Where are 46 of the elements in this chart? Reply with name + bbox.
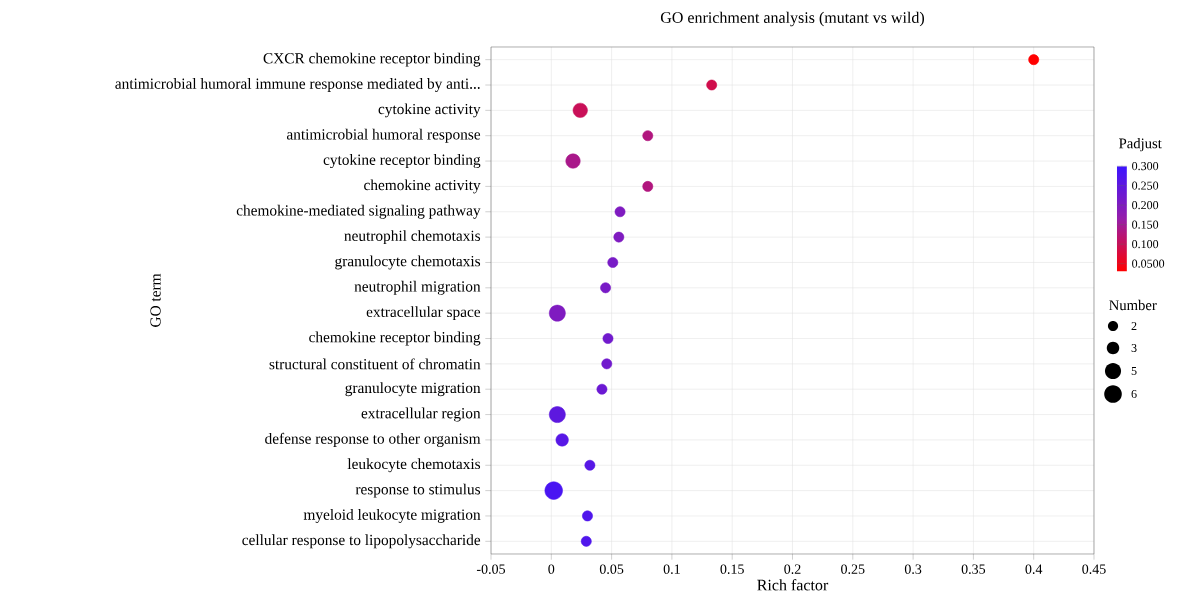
x-axis-title: Rich factor (757, 579, 829, 591)
y-tick-label: neutrophil chemotaxis (344, 230, 481, 245)
x-tick-label: 0.4 (1025, 564, 1043, 574)
color-bar-title: Padjust (1119, 138, 1162, 152)
color-bar-label: 0.100 (1132, 240, 1159, 249)
legend-label: 2 (1131, 322, 1137, 330)
legend-label: 5 (1131, 366, 1137, 375)
x-tick-label: 0.3 (904, 564, 922, 574)
y-tick-label: antimicrobial humoral immune response mediated by anti... (115, 78, 480, 92)
x-tick-label: 0.25 (841, 564, 865, 574)
y-tick-label: granulocyte chemotaxis (335, 255, 481, 270)
y-tick-label: granulocyte migration (345, 382, 481, 397)
x-tick-label: 0.35 (961, 564, 986, 574)
color-bar-label: 0.0500 (1132, 259, 1165, 268)
y-tick-label: extracellular space (366, 306, 481, 321)
y-tick-label: defense response to other organism (265, 432, 481, 447)
x-tick-label: 0.15 (720, 564, 744, 574)
x-tick-label: 0 (548, 564, 555, 574)
color-bar-label: 0.250 (1132, 181, 1159, 190)
y-tick-label: leukocyte chemotaxis (347, 458, 481, 473)
y-tick-label: response to stimulus (355, 483, 481, 498)
y-tick-label: myeloid leukocyte migration (303, 508, 481, 523)
color-bar-label: 0.150 (1132, 220, 1159, 229)
chart-title: GO enrichment analysis (mutant vs wild) (660, 11, 925, 27)
x-tick-label: -0.05 (476, 564, 506, 574)
x-tick-label: 0.05 (599, 564, 624, 574)
y-tick-label: chemokine activity (364, 179, 481, 194)
legend-label: 3 (1131, 343, 1137, 353)
y-tick-label: neutrophil migration (354, 280, 481, 295)
y-tick-label: cellular response to lipopolysaccharide (242, 534, 481, 549)
legend-title: Number (1109, 299, 1157, 311)
x-tick-label: 0.45 (1082, 564, 1106, 574)
y-tick-label: CXCR chemokine receptor binding (263, 52, 481, 67)
y-tick-label: extracellular region (361, 407, 481, 422)
y-axis-title: GO term (150, 273, 161, 327)
y-tick-label: structural constituent of chromatin (269, 358, 481, 370)
y-tick-label: antimicrobial humoral response (286, 128, 481, 143)
x-tick-label: 0.2 (784, 564, 801, 574)
y-tick-label: cytokine activity (378, 103, 481, 118)
y-tick-label: chemokine-mediated signaling pathway (236, 204, 481, 219)
legend-label: 6 (1131, 389, 1137, 399)
x-tick-label: 0.1 (663, 564, 680, 574)
y-tick-label: cytokine receptor binding (323, 154, 481, 169)
y-tick-label: chemokine receptor binding (309, 331, 481, 346)
color-bar-label: 0.300 (1132, 162, 1159, 171)
color-bar-label: 0.200 (1132, 201, 1159, 210)
